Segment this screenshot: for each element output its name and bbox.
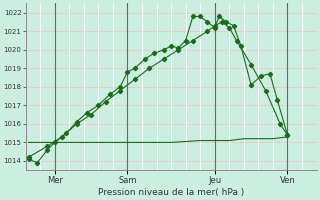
X-axis label: Pression niveau de la mer( hPa ): Pression niveau de la mer( hPa ) xyxy=(98,188,244,197)
